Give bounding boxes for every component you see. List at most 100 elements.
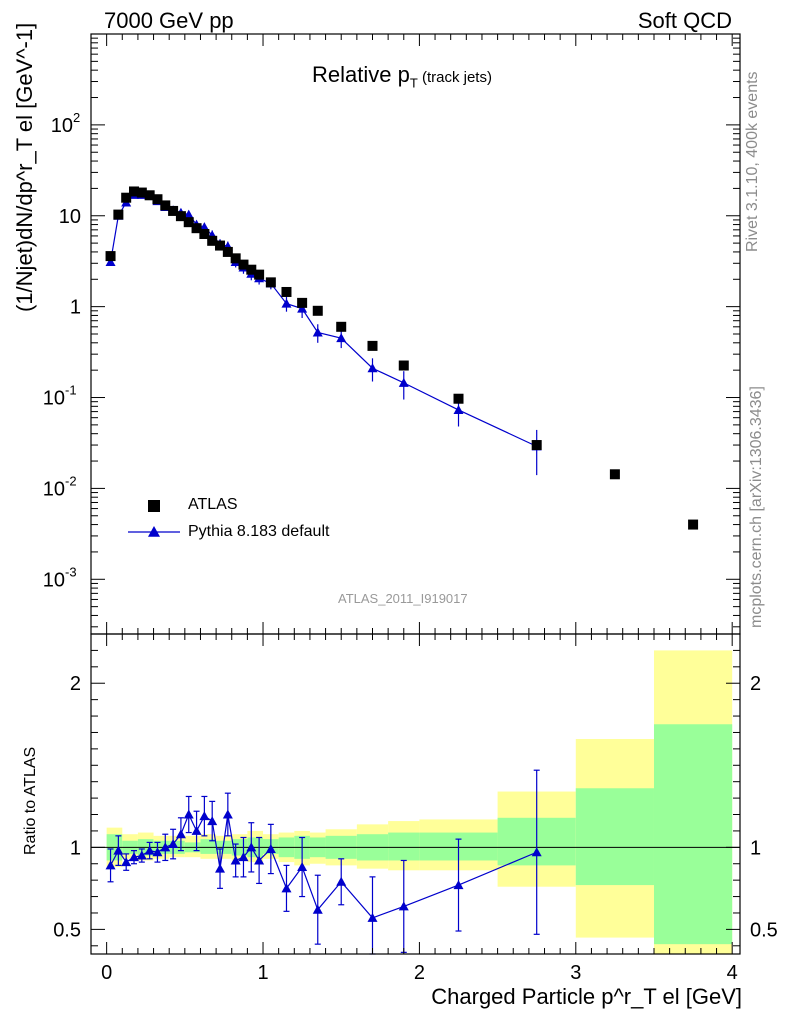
rivet-label: Rivet 3.1.10, 400k events — [744, 71, 761, 252]
x-tick-label: 2 — [414, 962, 425, 984]
ratio-tick-label-right: 0.5 — [750, 919, 778, 941]
legend-markers — [128, 500, 180, 537]
atlas-point — [152, 194, 163, 205]
atlas-point — [230, 253, 241, 264]
atlas-point — [222, 246, 233, 257]
atlas-point — [199, 228, 210, 239]
y-tick-exponent: -2 — [65, 473, 77, 488]
title-main: Relative p — [312, 62, 410, 87]
y-tick-exponent: -1 — [65, 383, 77, 398]
pythia-point — [199, 222, 210, 232]
ratio-axis-label: Ratio to ATLAS — [22, 746, 39, 855]
pythia-point — [281, 298, 292, 308]
ratio-point — [113, 845, 124, 855]
atlas-point — [121, 192, 132, 203]
y-tick-exponent: -3 — [65, 564, 77, 579]
ratio-tick-label-right: 2 — [750, 673, 761, 695]
ratio-point — [175, 829, 186, 839]
atlas-point — [207, 235, 218, 246]
ratio-point — [199, 811, 210, 821]
y-tick-label: 10 — [43, 388, 65, 410]
atlas-point — [688, 519, 699, 530]
atlas-point — [238, 259, 249, 270]
main-frame — [90, 33, 741, 635]
ratio-tick-label-left: 1 — [70, 837, 81, 859]
pythia-point — [367, 363, 378, 373]
ratio-point — [281, 883, 292, 893]
x-tick-label: 0 — [101, 962, 112, 984]
atlas-point — [297, 297, 308, 308]
atlas-point — [175, 211, 186, 222]
pythia-point — [398, 377, 409, 387]
ratio-tick-label-left: 0.5 — [53, 919, 81, 941]
pythia-point — [183, 209, 194, 219]
atlas-point — [144, 190, 155, 201]
ratio-point — [246, 842, 257, 852]
ratio-point — [136, 850, 147, 860]
band-inner-6 — [200, 839, 217, 854]
atlas-point — [191, 223, 202, 234]
ratio-point — [336, 876, 347, 886]
ratio-point — [453, 880, 464, 890]
axes — [90, 33, 741, 955]
atlas-point — [136, 187, 147, 198]
atlas-point — [254, 269, 265, 280]
ratio-point — [152, 847, 163, 857]
title-suffix: (track jets) — [417, 69, 492, 86]
atlas-point — [453, 393, 464, 404]
atlas-point — [609, 469, 620, 480]
x-tick-label: 1 — [257, 962, 268, 984]
pythia-point — [312, 327, 323, 337]
ratio-series — [105, 769, 542, 955]
ratio-tick-label-right: 1 — [750, 837, 761, 859]
atlas-point — [105, 251, 116, 262]
ratio-point — [105, 860, 116, 870]
atlas-point — [312, 305, 323, 316]
ratio-point — [144, 845, 155, 855]
ratio-point — [121, 857, 132, 867]
ratio-point — [297, 862, 308, 872]
ratio-point — [238, 852, 249, 862]
legend-pythia-label: Pythia 8.183 default — [188, 523, 330, 540]
ratio-point — [230, 855, 241, 865]
ratio-point — [254, 855, 265, 865]
atlas-point — [129, 186, 140, 197]
ratio-point — [129, 852, 140, 862]
y-tick-label: 1 — [70, 297, 81, 319]
y-tick-label: 10 — [43, 569, 65, 591]
atlas-point — [531, 440, 542, 451]
pythia-series — [105, 189, 542, 476]
y-tick-label: 10 — [59, 206, 81, 228]
legend-atlas-label: ATLAS — [188, 496, 238, 513]
y-tick-label: 10 — [43, 478, 65, 500]
pythia-point — [453, 404, 464, 414]
ratio-uncertainty-bands — [91, 650, 740, 954]
x-tick-label: 3 — [570, 962, 581, 984]
atlas-point — [367, 340, 378, 351]
ratio-point — [265, 843, 276, 853]
atlas-point — [336, 321, 347, 332]
ratio-point — [222, 809, 233, 819]
analysis-tag: ATLAS_2011_I919017 — [338, 591, 468, 606]
header-left: 7000 GeV pp — [104, 8, 234, 33]
atlas-point — [246, 264, 257, 275]
band-inner-19 — [575, 788, 654, 886]
ratio-frame — [90, 633, 741, 955]
atlas-point — [398, 360, 409, 371]
pythia-line — [109, 194, 537, 447]
ratio-point — [398, 901, 409, 911]
header-right: Soft QCD — [637, 8, 732, 33]
ratio-point — [312, 904, 323, 914]
ratio-point — [215, 863, 226, 873]
legend-atlas-marker — [148, 500, 160, 512]
atlas-point — [168, 205, 179, 216]
ratio-point — [160, 842, 171, 852]
atlas-series — [105, 186, 699, 530]
plot-title: Relative pT (track jets) — [312, 62, 492, 90]
title-sub: T — [409, 75, 418, 91]
y-tick-label: 10 — [51, 115, 73, 137]
ratio-point — [168, 839, 179, 849]
mcplots-label: mcplots.cern.ch [arXiv:1306.3436] — [748, 386, 765, 628]
